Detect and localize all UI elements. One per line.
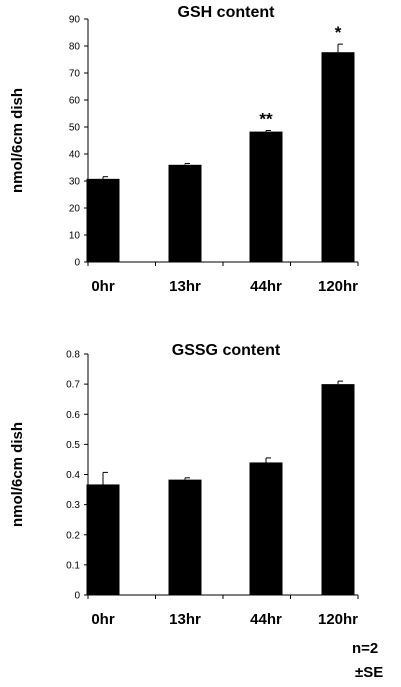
chart-2-y-tick-label: 0.5 [66, 440, 80, 451]
chart-1-y-tick-label: 50 [69, 123, 81, 134]
error-type-note: ±SE [355, 664, 384, 681]
chart-2-category-label: 44hr [250, 611, 282, 628]
chart-2-bar-0hr [86, 484, 120, 595]
chart-2-bar-120hr [321, 384, 355, 595]
chart-2-y-tick-label: 0.8 [66, 350, 80, 361]
chart-2-category-label: 13hr [169, 611, 201, 628]
chart-1-y-tick-label: 40 [69, 150, 81, 161]
chart-1-category-label: 0hr [91, 278, 115, 295]
chart-1-y-tick-label: 80 [69, 42, 81, 53]
chart-2-bar-44hr [249, 462, 283, 595]
chart-1-y-tick-label: 90 [69, 15, 81, 26]
chart-1-y-tick-label: 10 [69, 231, 81, 242]
chart-1-significance-marker: * [335, 23, 342, 42]
chart-1-bar-120hr [321, 52, 355, 263]
chart-1-significance-marker: ** [259, 110, 273, 129]
chart-1-y-tick-label: 60 [69, 96, 81, 107]
chart-2-category-label: 0hr [91, 611, 115, 628]
chart-2-y-tick-label: 0.7 [66, 380, 80, 391]
sample-size-note: n=2 [352, 640, 379, 657]
chart-1-bar-0hr [86, 178, 120, 262]
chart-2-y-tick-label: 0 [74, 591, 80, 602]
chart-1-y-tick-label: 20 [69, 204, 81, 215]
chart-2-y-tick-label: 0.2 [66, 530, 80, 541]
chart-1-y-tick-label: 70 [69, 69, 81, 80]
chart-2-y-tick-label: 0.3 [66, 500, 80, 511]
chart-1-bar-13hr [168, 164, 202, 262]
chart-2-bar-13hr [168, 479, 202, 595]
chart-1-bar-44hr [249, 131, 283, 262]
chart-2-y-tick-label: 0.1 [66, 560, 80, 571]
chart-1-y-axis-label: nmol/6cm dish [9, 88, 26, 193]
chart-1-category-label: 13hr [169, 278, 201, 295]
chart-1-title: GSH content [178, 4, 276, 21]
chart-2-y-tick-label: 0.4 [66, 470, 80, 481]
chart-1-y-tick-label: 30 [69, 177, 81, 188]
chart-2-category-label: 120hr [318, 611, 358, 628]
chart-1-y-tick-label: 0 [74, 258, 80, 269]
chart-1-category-label: 120hr [318, 278, 358, 295]
chart-2-title: GSSG content [172, 342, 281, 359]
chart-2-y-tick-label: 0.6 [66, 410, 80, 421]
chart-2-y-axis-label: nmol/6cm dish [9, 422, 26, 527]
chart-1-category-label: 44hr [250, 278, 282, 295]
